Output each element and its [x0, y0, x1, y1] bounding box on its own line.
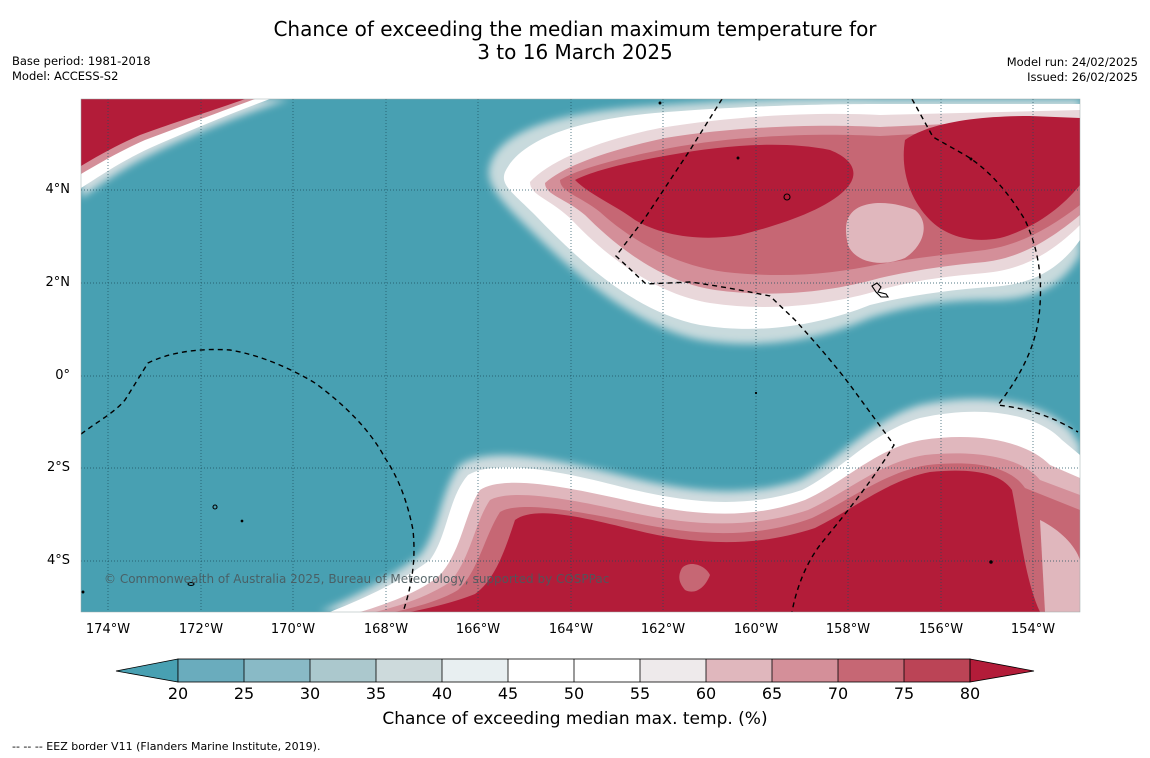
- lat-label-4n: 4°N: [45, 182, 71, 197]
- colorbar: [115, 658, 1035, 683]
- colorbar-bin-30-35: [310, 659, 376, 682]
- colorbar-extend-low: [115, 658, 179, 683]
- colorbar-tick-50: 50: [563, 684, 585, 703]
- lon-label-168w: 168°W: [363, 622, 409, 637]
- colorbar-tick-30: 30: [299, 684, 321, 703]
- colorbar-extend-high: [969, 658, 1035, 683]
- map-area: © Commonwealth of Australia 2025, Bureau…: [81, 99, 1080, 612]
- lat-label-0: 0°: [55, 368, 70, 383]
- eez-borders: [81, 99, 1079, 612]
- lat-label-2s: 2°S: [46, 460, 70, 475]
- colorbar-bin-20-25: [178, 659, 244, 682]
- colorbar-bin-25-30: [244, 659, 310, 682]
- lon-label-174w: 174°W: [85, 622, 131, 637]
- colorbar-bin-40-45: [442, 659, 508, 682]
- colorbar-bin-35-40: [376, 659, 442, 682]
- lat-label-2n: 2°N: [45, 275, 71, 290]
- map-frame: [80, 98, 1081, 613]
- colorbar-tick-80: 80: [959, 684, 981, 703]
- lon-label-170w: 170°W: [270, 622, 316, 637]
- lat-label-4s: 4°S: [46, 553, 70, 568]
- colorbar-tick-20: 20: [167, 684, 189, 703]
- model-run-text: Model run: 24/02/2025: [1006, 55, 1138, 69]
- colorbar-bin-45-50: [508, 659, 574, 682]
- colorbar-bin-55-60: [640, 659, 706, 682]
- copyright-text: © Commonwealth of Australia 2025, Bureau…: [104, 572, 609, 586]
- lon-label-166w: 166°W: [455, 622, 501, 637]
- lon-label-172w: 172°W: [178, 622, 224, 637]
- colorbar-bin-50-55: [574, 659, 640, 682]
- colorbar-tick-75: 75: [893, 684, 915, 703]
- islands: [81, 101, 993, 594]
- lon-label-158w: 158°W: [825, 622, 871, 637]
- base-info: Base period: 1981-2018 Model: ACCESS-S2: [12, 54, 151, 84]
- colorbar-tick-40: 40: [431, 684, 453, 703]
- run-info: Model run: 24/02/2025 Issued: 26/02/2025: [1007, 55, 1138, 85]
- colorbar-bin-65-70: [772, 659, 838, 682]
- warm-region-north: [488, 99, 1080, 344]
- colorbar-label: Chance of exceeding median max. temp. (%…: [382, 709, 768, 729]
- colorbar-tick-25: 25: [233, 684, 255, 703]
- colorbar-bin-75-80: [904, 659, 970, 682]
- lon-label-156w: 156°W: [918, 622, 964, 637]
- colorbar-tick-65: 65: [761, 684, 783, 703]
- colorbar-bin-60-65: [706, 659, 772, 682]
- colorbar-tick-45: 45: [497, 684, 519, 703]
- colorbar-tick-60: 60: [695, 684, 717, 703]
- model-text: Model: ACCESS-S2: [12, 69, 119, 83]
- lon-label-160w: 160°W: [733, 622, 779, 637]
- colorbar-bin-70-75: [838, 659, 904, 682]
- base-period-text: Base period: 1981-2018: [12, 54, 151, 68]
- eez-footnote: -- -- -- EEZ border V11 (Flanders Marine…: [12, 740, 321, 753]
- warm-region-northwest: [81, 99, 290, 198]
- chart-title: Chance of exceeding the median maximum t…: [0, 18, 1150, 64]
- lon-label-154w: 154°W: [1010, 622, 1056, 637]
- issued-text: Issued: 26/02/2025: [1027, 70, 1138, 84]
- lon-label-164w: 164°W: [548, 622, 594, 637]
- colorbar-tick-35: 35: [365, 684, 387, 703]
- title-line-2: 3 to 16 March 2025: [477, 40, 673, 64]
- colorbar-tick-70: 70: [827, 684, 849, 703]
- colorbar-tick-55: 55: [629, 684, 651, 703]
- lon-label-162w: 162°W: [640, 622, 686, 637]
- title-line-1: Chance of exceeding the median maximum t…: [273, 17, 877, 41]
- warm-region-south: [320, 398, 1080, 612]
- colorbar-dividers: [243, 659, 905, 682]
